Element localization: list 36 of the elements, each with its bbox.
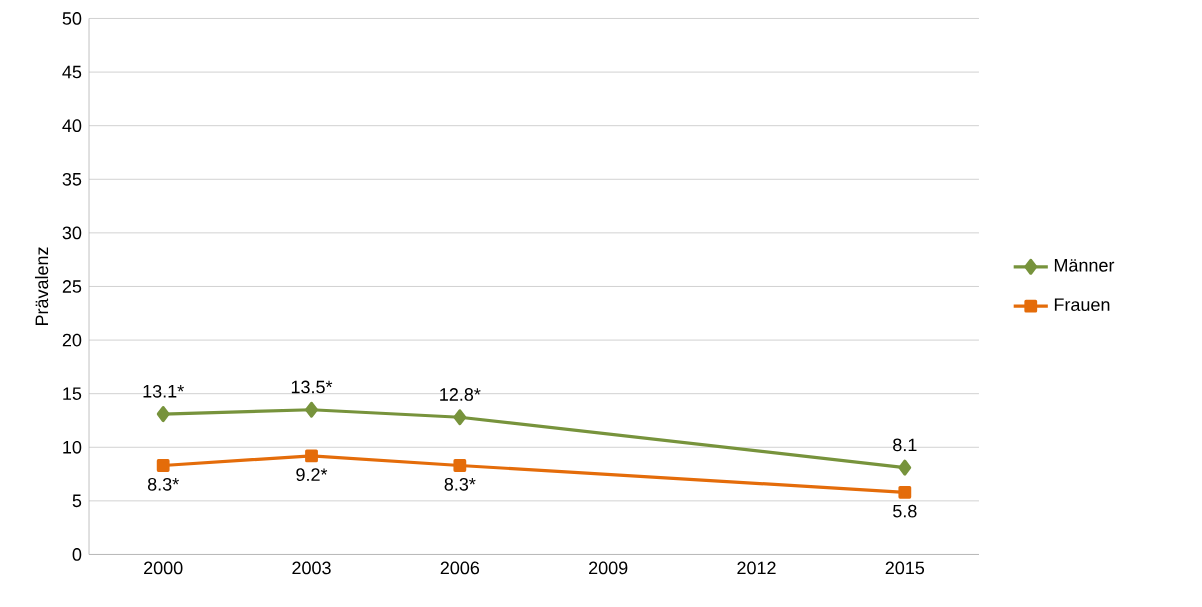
- y-tick-label: 10: [63, 440, 82, 454]
- point: [305, 449, 318, 463]
- y-tick-label: 0: [72, 548, 82, 561]
- y-tick-label: 40: [62, 119, 82, 133]
- point: [453, 459, 467, 472]
- point: [156, 459, 170, 472]
- y-tick-label: 25: [62, 280, 82, 293]
- point: [898, 459, 912, 476]
- legend-label: Männer: [1054, 259, 1115, 272]
- data-label: 13.5*: [291, 380, 333, 394]
- x-tick-label: 2000: [144, 561, 183, 575]
- point: [156, 406, 170, 423]
- data-label: 5.8: [893, 504, 917, 518]
- x-tick-label: 2003: [292, 561, 331, 575]
- y-tick-label: 20: [62, 333, 82, 347]
- data-label: 9.2*: [296, 468, 328, 482]
- data-label: 13.1*: [143, 384, 184, 398]
- x-tick-label: 2012: [737, 561, 776, 575]
- y-tick-label: 50: [62, 12, 82, 25]
- point: [453, 409, 467, 426]
- x-tick-label: 2006: [440, 561, 480, 575]
- y-tick-label: 15: [63, 387, 82, 400]
- y-tick-label: 30: [62, 226, 82, 240]
- point: [305, 401, 318, 418]
- y-tick-label: 5: [72, 494, 82, 508]
- data-label: 8.3*: [444, 477, 476, 491]
- y-axis-title: Prävalenz: [34, 247, 49, 326]
- y-tick-label: 35: [62, 172, 82, 186]
- y-tick-label: 45: [62, 65, 82, 79]
- x-tick-label: 2015: [885, 561, 925, 575]
- x-tick-label: 2009: [589, 561, 628, 575]
- data-label: 8.1: [893, 438, 917, 452]
- point: [898, 485, 912, 499]
- data-label: 12.8*: [440, 388, 481, 401]
- legend-label: Frauen: [1054, 298, 1110, 312]
- data-label: 8.3*: [147, 477, 179, 491]
